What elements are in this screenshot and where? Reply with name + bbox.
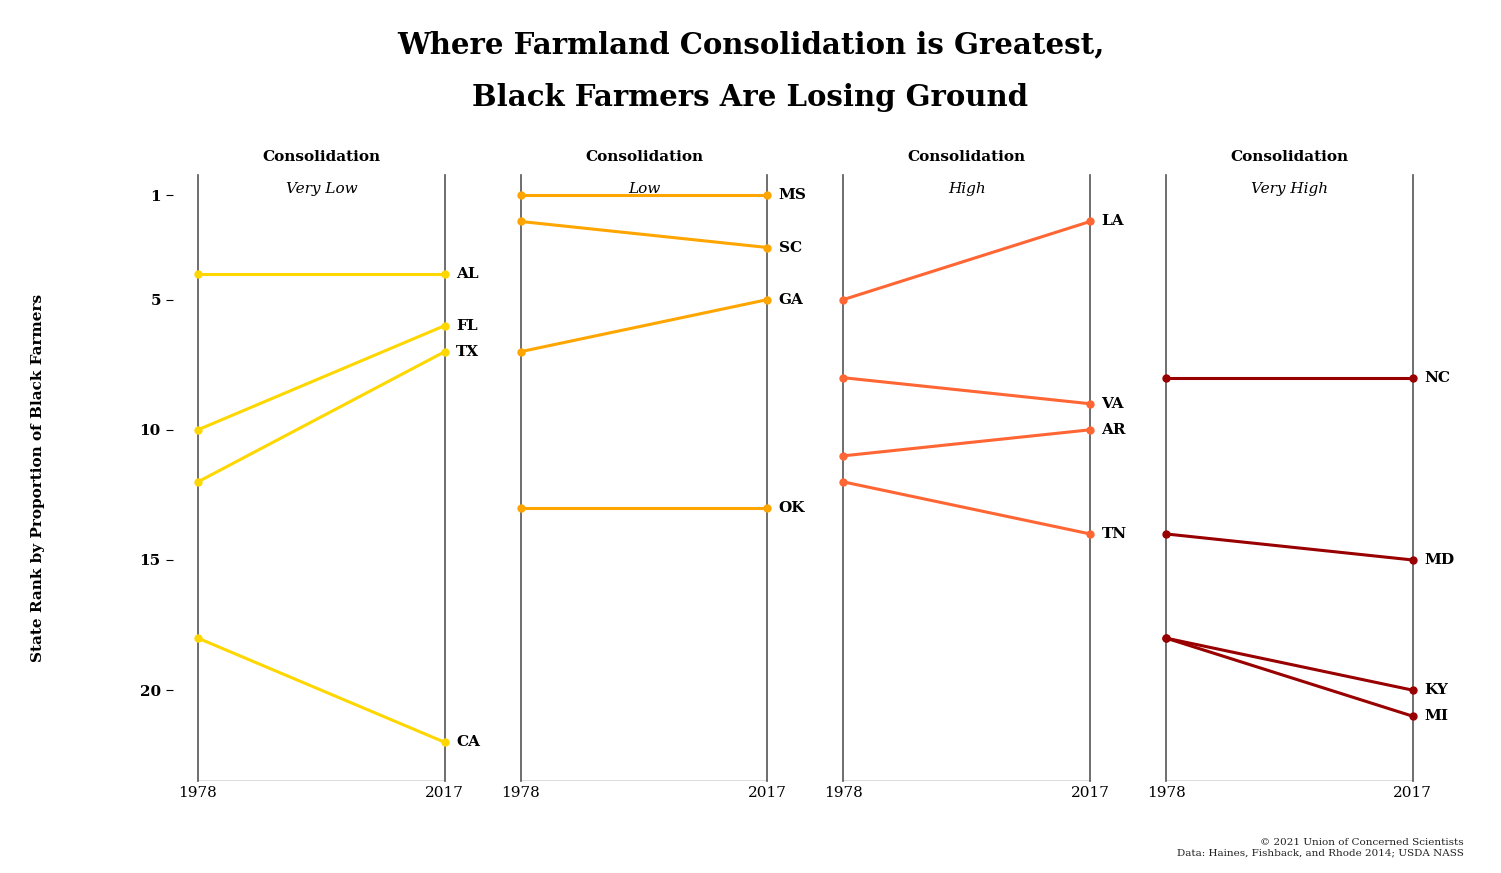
Text: AR: AR [1102, 423, 1126, 436]
Text: AL: AL [456, 266, 479, 280]
Text: MS: MS [779, 189, 806, 203]
Text: SC: SC [779, 241, 802, 255]
Text: VA: VA [1102, 396, 1124, 411]
Text: MD: MD [1424, 553, 1454, 567]
Text: Consolidation: Consolidation [585, 150, 702, 164]
Text: State Rank by Proportion of Black Farmers: State Rank by Proportion of Black Farmer… [30, 294, 45, 662]
Text: CA: CA [456, 735, 480, 749]
Text: Consolidation: Consolidation [263, 150, 380, 164]
Text: Consolidation: Consolidation [1231, 150, 1348, 164]
Text: Low: Low [627, 182, 660, 196]
Text: GA: GA [779, 292, 803, 306]
Text: TN: TN [1102, 527, 1127, 541]
Text: Very High: Very High [1250, 182, 1328, 196]
Text: LA: LA [1102, 215, 1124, 229]
Text: Very Low: Very Low [285, 182, 357, 196]
Text: OK: OK [779, 501, 806, 515]
Text: Consolidation: Consolidation [908, 150, 1025, 164]
Text: MI: MI [1424, 709, 1448, 723]
Text: TX: TX [456, 345, 479, 359]
Text: High: High [947, 182, 986, 196]
Text: Black Farmers Are Losing Ground: Black Farmers Are Losing Ground [473, 83, 1028, 112]
Text: FL: FL [456, 319, 477, 333]
Text: Where Farmland Consolidation is Greatest,: Where Farmland Consolidation is Greatest… [396, 31, 1105, 59]
Text: © 2021 Union of Concerned Scientists
Data: Haines, Fishback, and Rhode 2014; USD: © 2021 Union of Concerned Scientists Dat… [1177, 838, 1463, 857]
Text: KY: KY [1424, 684, 1448, 698]
Text: NC: NC [1424, 371, 1450, 385]
